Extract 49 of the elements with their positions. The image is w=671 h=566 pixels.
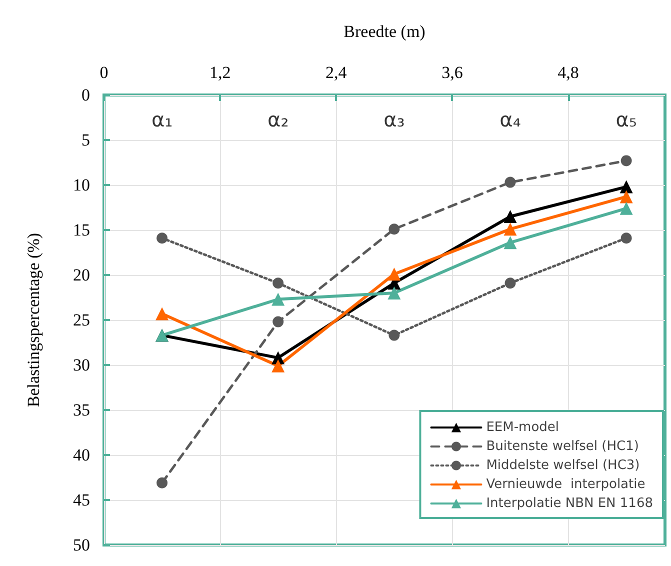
y-tick-label: 40 <box>73 446 90 464</box>
x-tick-label: 3,6 <box>442 63 463 82</box>
y-tick-label: 50 <box>73 536 90 554</box>
y-axis-title: Belastingspercentage (%) <box>24 232 43 408</box>
point <box>156 307 169 320</box>
y-tick-label: 15 <box>73 220 90 240</box>
point <box>620 202 633 215</box>
point <box>388 286 401 300</box>
y-tick-label: 35 <box>73 400 90 420</box>
x-tick-label: 1,2 <box>209 63 231 82</box>
legend-label: Buitenste welfsel (HC1) <box>486 439 639 454</box>
x-tick-label: 0 <box>100 63 108 82</box>
point <box>272 278 284 289</box>
y-tick-label: 0 <box>82 86 90 104</box>
point <box>620 180 633 194</box>
legend-label: EEM-model <box>486 420 560 435</box>
annotation: α₅ <box>616 107 637 132</box>
point <box>272 316 284 328</box>
point <box>156 232 168 244</box>
point <box>504 210 517 223</box>
point <box>620 232 632 244</box>
point <box>504 176 516 188</box>
y-tick-label: 20 <box>73 266 90 284</box>
annotation: α₃ <box>384 107 405 132</box>
point <box>620 155 632 166</box>
point <box>620 190 633 204</box>
point <box>504 222 517 236</box>
legend-label: Vernieuwde interpolatie <box>486 477 646 492</box>
point <box>504 278 516 289</box>
point <box>272 359 285 372</box>
x-tick-label: 2,4 <box>326 63 348 82</box>
point <box>156 477 168 488</box>
point <box>388 330 400 341</box>
annotation: α₂ <box>268 107 289 132</box>
x-axis-title: Breedte (m) <box>344 22 426 41</box>
point <box>388 224 400 235</box>
y-tick-label: 45 <box>73 490 90 510</box>
point <box>388 268 401 281</box>
point <box>504 236 517 250</box>
y-tick-label: 5 <box>82 130 90 150</box>
y-tick-label: 30 <box>73 356 90 374</box>
legend-label: Interpolatie NBN EN 1168 <box>486 496 654 511</box>
point <box>272 292 285 306</box>
annotation: α₄ <box>500 107 521 132</box>
y-tick-label: 10 <box>73 176 90 194</box>
x-tick-label: 4,8 <box>558 63 579 82</box>
annotation: α₁ <box>151 107 173 132</box>
legend-label: Middelste welfsel (HC3) <box>486 458 640 473</box>
y-tick-label: 25 <box>73 310 90 330</box>
